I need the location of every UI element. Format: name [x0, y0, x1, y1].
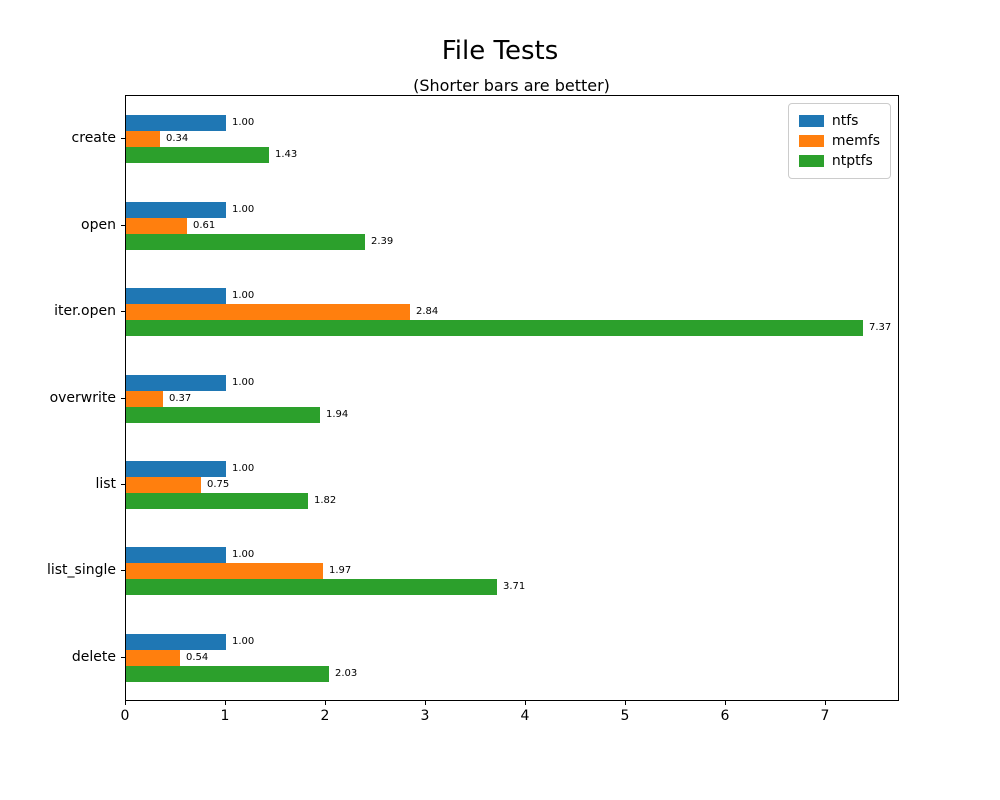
bar-open-memfs	[126, 217, 187, 234]
bar-list_single-ntptfs	[126, 579, 497, 596]
bar-iter.open-memfs	[126, 304, 410, 321]
x-tick-0	[125, 701, 126, 705]
category-label-delete: delete	[71, 648, 116, 665]
category-label-open: open	[81, 216, 116, 233]
x-tick-4	[525, 701, 526, 705]
bar-iter.open-ntfs	[126, 288, 226, 305]
bar-overwrite-ntptfs	[126, 406, 320, 423]
x-tick-label-4: 4	[520, 708, 530, 724]
y-tick-create	[121, 138, 125, 140]
bar-value-create-memfs: 0.34	[166, 133, 189, 145]
bar-overwrite-ntfs	[126, 374, 226, 391]
legend-item-memfs: memfs	[798, 131, 880, 151]
bar-delete-ntfs	[126, 633, 226, 650]
legend-label-ntptfs: ntptfs	[831, 153, 873, 169]
legend-swatch-ntfs	[798, 115, 824, 127]
bar-list-ntptfs	[126, 492, 308, 509]
bar-list-memfs	[126, 476, 201, 493]
y-tick-overwrite	[121, 397, 125, 399]
x-tick-label-2: 2	[320, 708, 330, 724]
bar-value-delete-memfs: 0.54	[186, 651, 209, 663]
y-tick-list_single	[121, 570, 125, 572]
category-label-list: list	[95, 475, 116, 492]
bar-iter.open-ntptfs	[126, 320, 863, 337]
category-label-iter.open: iter.open	[54, 303, 116, 320]
bar-value-delete-ntptfs: 2.03	[335, 667, 358, 679]
bar-create-ntptfs	[126, 147, 269, 164]
bar-value-open-ntptfs: 2.39	[371, 235, 394, 247]
x-tick-label-5: 5	[620, 708, 630, 724]
y-tick-list	[121, 483, 125, 485]
bar-value-list-memfs: 0.75	[207, 478, 230, 490]
bar-value-overwrite-ntptfs: 1.94	[326, 408, 349, 420]
bar-open-ntptfs	[126, 233, 365, 250]
bar-delete-memfs	[126, 649, 180, 666]
bar-delete-ntptfs	[126, 665, 329, 682]
legend-item-ntptfs: ntptfs	[798, 151, 880, 171]
bar-list_single-ntfs	[126, 547, 226, 564]
x-tick-3	[425, 701, 426, 705]
bar-value-overwrite-memfs: 0.37	[169, 392, 192, 404]
bar-value-list-ntfs: 1.00	[232, 462, 255, 474]
x-tick-2	[325, 701, 326, 705]
category-label-create: create	[71, 130, 116, 147]
bar-value-iter.open-memfs: 2.84	[416, 306, 439, 318]
bar-value-delete-ntfs: 1.00	[232, 635, 255, 647]
y-tick-iter.open	[121, 311, 125, 313]
x-tick-6	[725, 701, 726, 705]
x-tick-label-0: 0	[120, 708, 130, 724]
x-tick-7	[825, 701, 826, 705]
bar-value-iter.open-ntfs: 1.00	[232, 290, 255, 302]
x-tick-label-7: 7	[820, 708, 830, 724]
category-label-overwrite: overwrite	[49, 389, 116, 406]
legend-swatch-ntptfs	[798, 155, 824, 167]
x-tick-label-3: 3	[420, 708, 430, 724]
bar-value-open-memfs: 0.61	[193, 219, 216, 231]
y-tick-delete	[121, 656, 125, 658]
legend-swatch-memfs	[798, 135, 824, 147]
bar-create-memfs	[126, 131, 160, 148]
bar-value-create-ntptfs: 1.43	[275, 149, 298, 161]
bar-open-ntfs	[126, 201, 226, 218]
bar-value-iter.open-ntptfs: 7.37	[869, 322, 892, 334]
x-tick-1	[225, 701, 226, 705]
bar-value-overwrite-ntfs: 1.00	[232, 376, 255, 388]
bar-value-list_single-ntptfs: 3.71	[503, 581, 526, 593]
bar-value-list_single-ntfs: 1.00	[232, 549, 255, 561]
legend-label-ntfs: ntfs	[831, 113, 859, 129]
chart-title: File Tests	[441, 36, 559, 66]
bar-overwrite-memfs	[126, 390, 163, 407]
bar-value-create-ntfs: 1.00	[232, 117, 255, 129]
plot-area: 1.00 0.34 1.43 1.00 0.61 2.39 1.00 2.84 7.37 1.00…	[125, 95, 899, 701]
chart-subtitle: (Shorter bars are better)	[413, 76, 610, 95]
bar-value-list_single-memfs: 1.97	[329, 565, 352, 577]
bar-create-ntfs	[126, 115, 226, 132]
x-tick-label-1: 1	[220, 708, 230, 724]
legend: ntfs memfs ntptfs	[787, 103, 891, 179]
legend-item-ntfs: ntfs	[798, 111, 880, 131]
category-label-list_single: list_single	[46, 562, 116, 579]
y-tick-open	[121, 224, 125, 226]
legend-label-memfs: memfs	[831, 133, 880, 149]
x-tick-label-6: 6	[720, 708, 730, 724]
bar-value-list-ntptfs: 1.82	[314, 494, 337, 506]
bar-list_single-memfs	[126, 563, 323, 580]
bars-layer: 1.00 0.34 1.43 1.00 0.61 2.39 1.00 2.84 7.37 1.00…	[126, 96, 898, 700]
x-tick-5	[625, 701, 626, 705]
bar-list-ntfs	[126, 460, 226, 477]
bar-value-open-ntfs: 1.00	[232, 203, 255, 215]
